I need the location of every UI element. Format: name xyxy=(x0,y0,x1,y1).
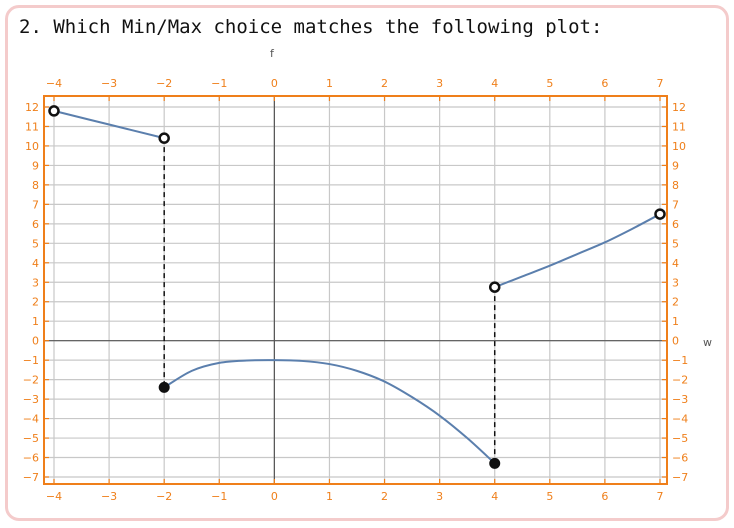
x-tick-label-top: 7 xyxy=(657,77,664,90)
y-tick-label-left: −3 xyxy=(23,393,39,406)
x-tick-label-bottom: 1 xyxy=(326,490,333,503)
y-tick-label-right: −5 xyxy=(672,432,688,445)
x-tick-label-top: 5 xyxy=(546,77,553,90)
x-tick-label-bottom: −2 xyxy=(156,490,172,503)
curve-segment xyxy=(53,109,165,140)
y-tick-label-left: −2 xyxy=(23,374,39,387)
y-tick-label-left: −4 xyxy=(23,413,39,426)
y-tick-label-right: 10 xyxy=(672,140,686,153)
x-tick-label-top: 3 xyxy=(436,77,443,90)
x-tick-label-bottom: 3 xyxy=(436,490,443,503)
x-tick-label-top: −4 xyxy=(46,77,62,90)
y-tick-label-left: −1 xyxy=(23,354,39,367)
y-tick-label-left: 1 xyxy=(32,315,39,328)
x-tick-label-top: 0 xyxy=(271,77,278,90)
y-tick-label-left: 11 xyxy=(25,120,39,133)
y-tick-label-right: 3 xyxy=(672,276,679,289)
open-endpoint xyxy=(488,281,501,293)
dashed-connectors xyxy=(163,138,496,464)
y-tick-label-right: 1 xyxy=(672,315,679,328)
y-tick-label-left: −5 xyxy=(23,432,39,445)
y-tick-label-right: −2 xyxy=(672,374,688,387)
y-tick-label-right: 0 xyxy=(672,335,679,348)
open-endpoint xyxy=(158,132,170,144)
y-tick-label-left: 6 xyxy=(32,218,39,231)
curve-segment xyxy=(494,213,661,289)
y-tick-label-right: −6 xyxy=(672,452,688,465)
grid xyxy=(44,96,667,484)
x-tick-label-bottom: −4 xyxy=(46,490,62,503)
x-tick-label-top: −3 xyxy=(101,77,117,90)
y-axis-label: f xyxy=(270,47,275,60)
x-tick-label-top: −1 xyxy=(211,77,227,90)
x-tick-label-bottom: 2 xyxy=(381,490,388,503)
x-tick-label-bottom: −1 xyxy=(211,490,227,503)
y-tick-label-right: 2 xyxy=(672,296,679,309)
plot-frame xyxy=(43,95,668,485)
y-tick-label-right: 7 xyxy=(672,198,679,211)
y-tick-label-left: 10 xyxy=(25,140,39,153)
y-tick-label-left: 12 xyxy=(25,101,39,114)
endpoints xyxy=(48,105,666,469)
y-tick-label-right: 6 xyxy=(672,218,679,231)
x-tick-label-top: 2 xyxy=(381,77,388,90)
y-tick-label-right: −1 xyxy=(672,354,688,367)
y-tick-label-right: −7 xyxy=(672,471,688,484)
closed-endpoint xyxy=(489,457,501,469)
curve-segment xyxy=(163,359,496,465)
x-tick-label-top: 4 xyxy=(491,77,498,90)
x-tick-label-bottom: 6 xyxy=(601,490,608,503)
y-tick-label-right: 11 xyxy=(672,120,686,133)
x-tick-label-bottom: 0 xyxy=(271,490,278,503)
axes xyxy=(44,96,667,484)
y-tick-label-left: 2 xyxy=(32,296,39,309)
y-tick-label-left: −7 xyxy=(23,471,39,484)
x-axis-label: w xyxy=(703,336,712,349)
x-tick-label-bottom: 4 xyxy=(491,490,498,503)
x-tick-label-bottom: 5 xyxy=(546,490,553,503)
x-tick-label-bottom: 7 xyxy=(657,490,664,503)
x-tick-label-top: 1 xyxy=(326,77,333,90)
y-tick-label-left: 5 xyxy=(32,237,39,250)
y-tick-label-right: 4 xyxy=(672,257,679,270)
x-tick-label-top: −2 xyxy=(156,77,172,90)
open-endpoint xyxy=(654,208,666,220)
y-tick-label-left: 9 xyxy=(32,159,39,172)
x-tick-label-bottom: −3 xyxy=(101,490,117,503)
question-text: 2. Which Min/Max choice matches the foll… xyxy=(19,16,603,38)
y-tick-label-right: 5 xyxy=(672,237,679,250)
open-endpoint xyxy=(48,105,60,117)
y-tick-label-right: −3 xyxy=(672,393,688,406)
y-tick-label-right: −4 xyxy=(672,413,688,426)
y-tick-label-right: 8 xyxy=(672,179,679,192)
y-tick-label-right: 9 xyxy=(672,159,679,172)
y-tick-label-left: 0 xyxy=(32,335,39,348)
y-tick-label-left: 4 xyxy=(32,257,39,270)
y-tick-label-left: 8 xyxy=(32,179,39,192)
frame-rect xyxy=(43,95,668,485)
y-tick-label-left: 3 xyxy=(32,276,39,289)
closed-endpoint xyxy=(158,381,170,393)
y-tick-label-right: 12 xyxy=(672,101,686,114)
y-tick-label-left: −6 xyxy=(23,452,39,465)
x-tick-label-top: 6 xyxy=(601,77,608,90)
y-tick-label-left: 7 xyxy=(32,198,39,211)
curves xyxy=(53,109,661,465)
